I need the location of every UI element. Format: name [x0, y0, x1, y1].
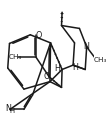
Text: O: O: [43, 72, 50, 81]
Text: N: N: [5, 104, 11, 113]
Text: O: O: [35, 31, 42, 40]
Text: CH₃: CH₃: [8, 54, 22, 60]
Text: H: H: [73, 63, 78, 72]
Text: H: H: [54, 64, 60, 73]
Text: CH₃: CH₃: [93, 57, 106, 63]
Text: N: N: [84, 42, 90, 51]
Text: H: H: [9, 108, 14, 114]
